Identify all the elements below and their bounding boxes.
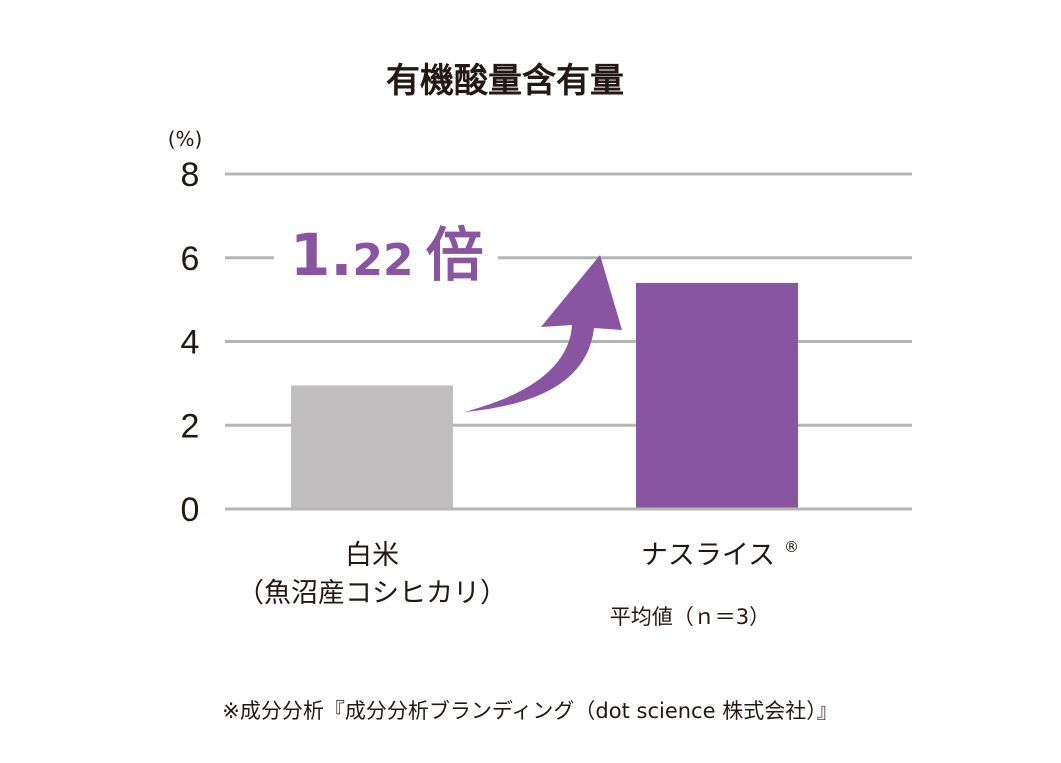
ratio-decimals: 22 [352,235,413,286]
y-tick-label-6: 6 [181,240,200,278]
y-unit-label: (%) [168,127,203,151]
category-labels: 白米 （魚沼産コシヒカリ） ナスライス ® [237,538,799,609]
svg-text:1.22倍: 1.22 倍 [290,221,484,289]
bar-1 [636,282,798,509]
bars [291,282,798,509]
y-tick-labels: 0 2 4 6 8 [181,156,200,529]
category-sublabel-0: （魚沼産コシヒカリ） [237,578,507,609]
category-label-1: ナスライス [641,540,775,571]
y-tick-label-8: 8 [181,156,200,194]
ratio-annotation-bg [274,212,498,290]
increase-arrow [464,255,622,412]
footnote: ※成分分析『成分分析ブランディング（dot science 株式会社）』 [222,699,837,723]
y-tick-label-2: 2 [181,407,200,445]
sample-note: 平均値（ｎ＝3） [610,605,770,629]
registered-mark: ® [784,538,799,556]
bar-0 [291,385,453,509]
chart-title: 有機酸量含有量 [386,61,624,101]
category-label-0: 白米 [345,540,399,571]
ratio-annotation: 1.22 倍 [274,212,498,290]
ratio-unit: 倍 [426,221,484,289]
ratio-value: 1. [290,221,352,289]
y-tick-label-0: 0 [181,491,200,529]
y-tick-label-4: 4 [181,324,200,362]
